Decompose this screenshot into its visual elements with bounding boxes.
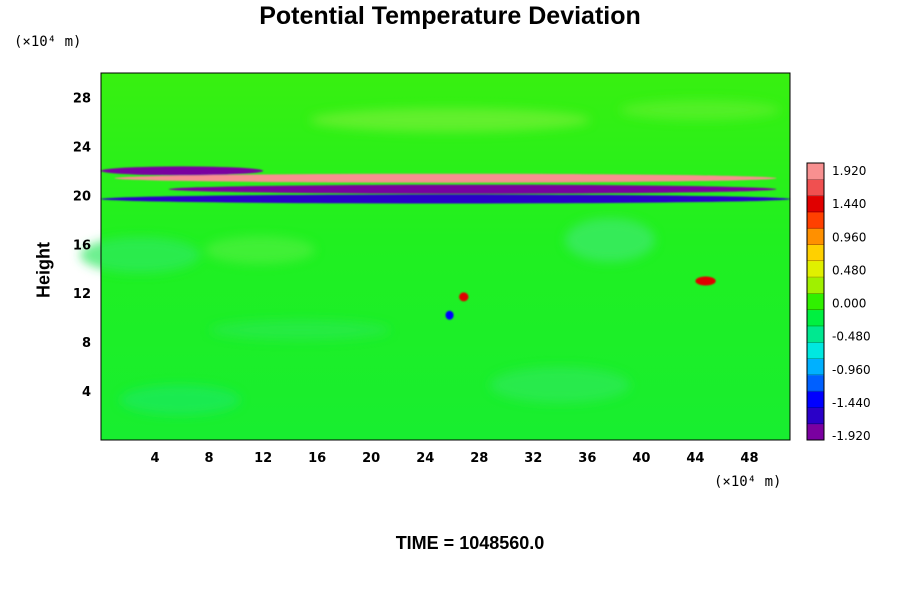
colorbar-label: -0.480 (832, 330, 871, 344)
cold-band-mark (101, 194, 790, 204)
colorbar-label: -1.440 (832, 396, 871, 410)
plot-area (80, 72, 791, 441)
colorbar-swatch (807, 195, 824, 213)
y-tick-group: 4 8 12 16 20 24 28 (73, 91, 91, 400)
texture-blob (310, 108, 590, 132)
cold-band-mark (168, 184, 777, 194)
texture-blob (120, 385, 240, 415)
y-tick-label: 8 (82, 336, 91, 351)
x-tick-label: 24 (416, 451, 434, 466)
x-tick-label: 20 (362, 451, 380, 466)
colorbar-swatch (807, 277, 824, 294)
colorbar-label: 0.960 (832, 230, 866, 244)
texture-blob (620, 100, 780, 120)
colorbar-swatch (807, 179, 824, 197)
colorbar-swatch (807, 228, 824, 245)
texture-blob (210, 320, 390, 340)
x-tick-label: 4 (151, 451, 160, 466)
colorbar-label: 1.920 (832, 164, 866, 178)
anomaly-layer (101, 166, 790, 320)
y-tick-label: 4 (82, 385, 91, 400)
plot-frame (100, 72, 791, 441)
colorbar-label: 1.440 (832, 197, 866, 211)
colorbar-swatch (807, 309, 824, 327)
colorbar-swatch (807, 293, 824, 311)
cold-band-mark (101, 166, 264, 176)
x-tick-label: 36 (578, 451, 596, 466)
warm-anomaly-mark (695, 276, 716, 286)
colorbar-swatch (807, 211, 824, 229)
time-readout: TIME = 1048560.0 (0, 533, 900, 554)
time-label: TIME = (395, 533, 455, 553)
texture-blob (80, 237, 200, 273)
time-value: 1048560.0 (459, 533, 545, 553)
x-tick-label: 40 (632, 451, 650, 466)
colorbar-swatch (807, 423, 824, 441)
cold-anomaly-mark (445, 310, 454, 320)
x-tick-label: 44 (686, 451, 704, 466)
colorbar-label: -0.960 (832, 363, 871, 377)
colorbar-swatch (807, 342, 824, 360)
texture-layer (80, 100, 780, 415)
colorbar-label: -1.920 (832, 429, 871, 443)
x-tick-label: 12 (254, 451, 272, 466)
colorbar-label: 0.480 (832, 263, 866, 277)
x-tick-label: 8 (205, 451, 214, 466)
y-tick-label: 16 (73, 238, 91, 253)
colorbar-swatch (807, 358, 824, 376)
colorbar-label: 0.000 (832, 297, 866, 311)
x-tick-label: 16 (308, 451, 326, 466)
colorbar-frame (806, 162, 825, 441)
colorbar-swatch (807, 244, 824, 262)
texture-blob (565, 218, 655, 262)
colorbar-swatch (807, 391, 824, 408)
y-tick-label: 28 (73, 91, 91, 106)
y-tick-label: 12 (73, 287, 91, 302)
colorbar: 1.920 1.440 0.960 0.480 0.000 -0.480 -0.960 -1.… (806, 162, 871, 443)
chart-title: Potential Temperature Deviation (259, 2, 641, 30)
y-unit-label: (×10⁴ m) (14, 34, 82, 50)
warm-band-mark (114, 173, 777, 183)
x-tick-label: 48 (740, 451, 758, 466)
texture-blob (205, 236, 315, 264)
y-tick-label: 24 (73, 140, 91, 155)
colorbar-swatch (807, 374, 824, 392)
y-tick-label: 20 (73, 189, 91, 204)
x-tick-label: 32 (524, 451, 542, 466)
colorbar-swatch (807, 325, 824, 343)
x-tick-group: 4 8 12 16 20 24 28 32 36 40 44 48 (151, 451, 759, 466)
colorbar-swatch (807, 407, 824, 425)
colorbar-swatch (807, 163, 824, 180)
x-unit-label: (×10⁴ m) (714, 474, 782, 490)
texture-blob (490, 367, 630, 403)
colorbar-swatch (807, 260, 824, 278)
x-tick-label: 28 (470, 451, 488, 466)
warm-anomaly-mark (459, 292, 469, 302)
